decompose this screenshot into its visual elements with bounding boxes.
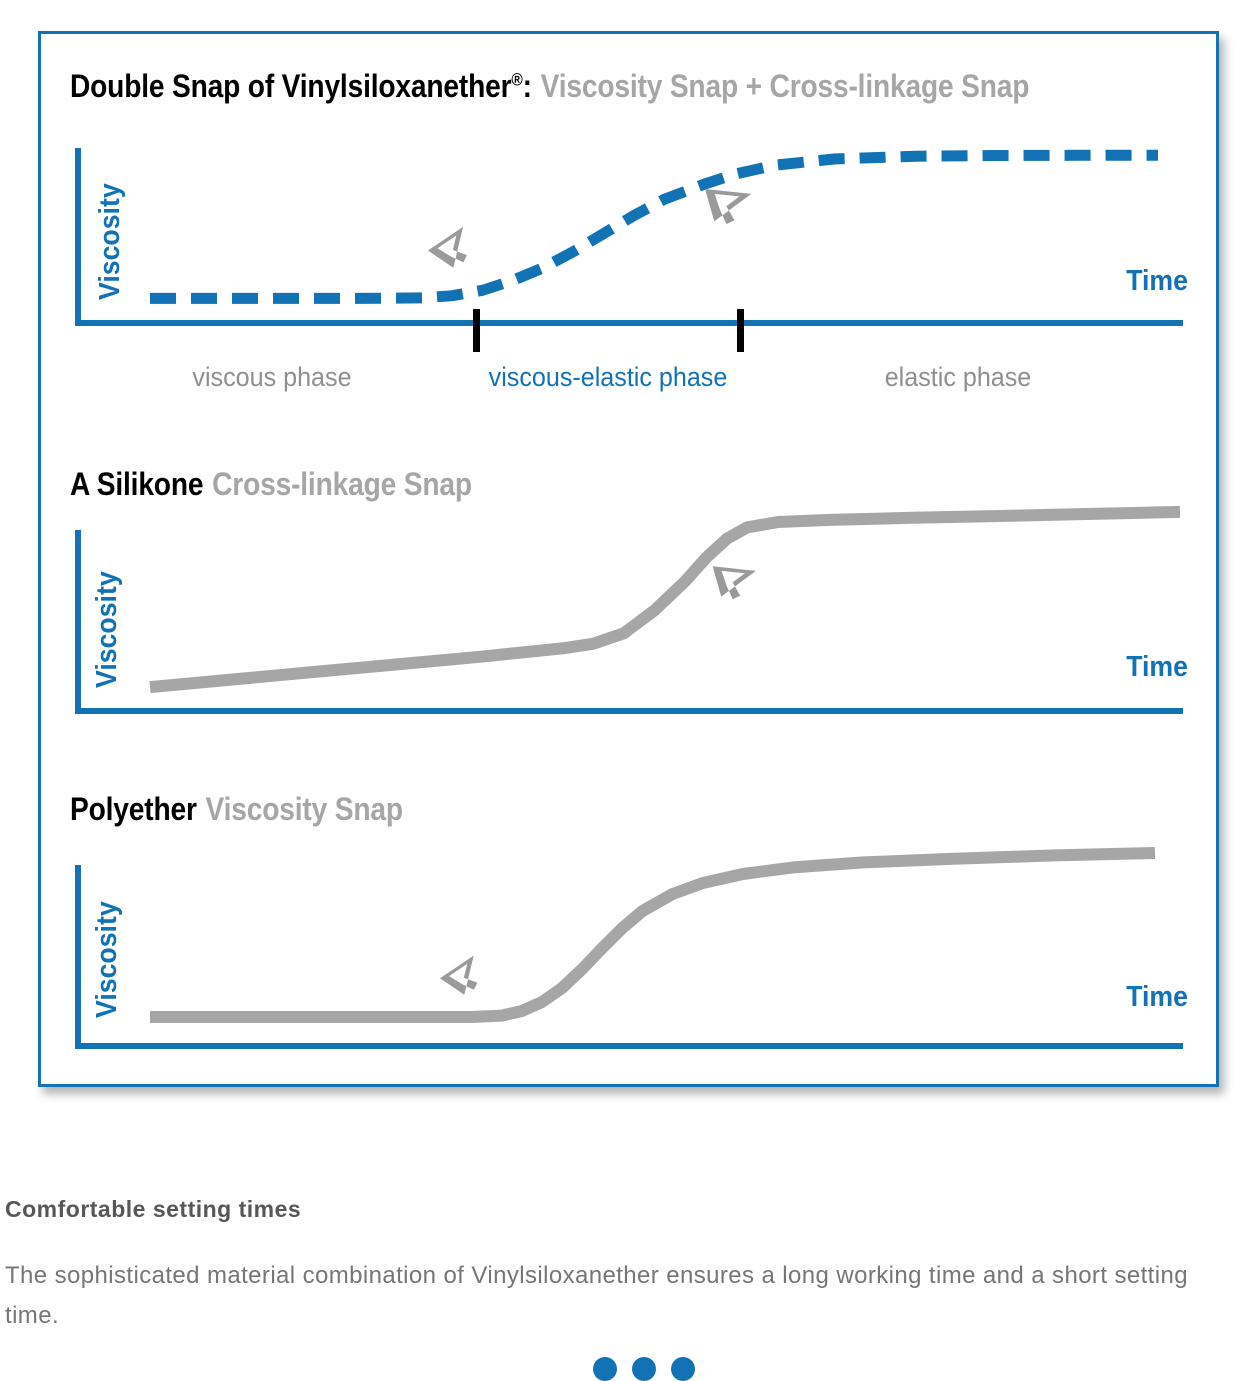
phase-label-elastic: elastic phase (884, 362, 1032, 392)
chart3-title: Polyether Viscosity Snap (70, 791, 403, 828)
chart3-viscosity-curve (150, 847, 1156, 1023)
chart2-title: A Silikone Cross-linkage Snap (70, 466, 472, 503)
chart1-plot (75, 148, 1183, 352)
chart3-title-black: Polyether (70, 791, 197, 827)
snap-arrow-icon (712, 566, 756, 600)
chart1-phase-tick-2 (737, 309, 744, 352)
chart3-y-axis-label: Viscosity (91, 901, 123, 1018)
chart1-title-gray: Viscosity Snap + Cross-linkage Snap (540, 68, 1030, 104)
figure-box: Double Snap of Vinylsiloxanether®: Viscos… (38, 31, 1219, 1087)
chart1-y-axis-label: Viscosity (94, 183, 126, 300)
phase-label-viscous: viscous phase (192, 362, 352, 392)
carousel-dot-1[interactable] (593, 1357, 617, 1381)
chart3-plot (75, 847, 1183, 1049)
carousel-dot-2[interactable] (632, 1357, 656, 1381)
registered-mark: ® (511, 69, 523, 90)
snap-arrow-icon (705, 188, 752, 224)
chart3-title-gray: Viscosity Snap (205, 791, 404, 827)
chart2-viscosity-curve (149, 505, 1181, 694)
chart1-title: Double Snap of Vinylsiloxanether®: Viscos… (70, 68, 1029, 105)
chart1-phase-tick-1 (473, 309, 480, 352)
chart2-plot (75, 505, 1183, 714)
snap-arrow-icon (427, 226, 467, 268)
chart1-title-colon: : (522, 68, 532, 104)
caption-heading: Comfortable setting times (5, 1196, 302, 1222)
chart2-y-axis-label: Viscosity (91, 571, 123, 688)
chart1-x-axis-label: Time (1126, 265, 1188, 297)
chart1-title-black: Double Snap of Vinylsiloxanether (70, 68, 512, 104)
chart3-x-axis-label: Time (1126, 981, 1188, 1013)
carousel-dot-3[interactable] (671, 1357, 695, 1381)
phase-label-viscous-elastic: viscous-elastic phase (488, 362, 728, 392)
chart1-viscosity-curve (150, 149, 1158, 304)
caption-body: The sophisticated material combination o… (5, 1262, 1188, 1329)
chart2-x-axis-label: Time (1126, 651, 1188, 683)
snap-arrow-icon (439, 955, 478, 995)
chart2-title-gray: Cross-linkage Snap (212, 466, 472, 502)
chart2-title-black: A Silikone (70, 466, 204, 502)
